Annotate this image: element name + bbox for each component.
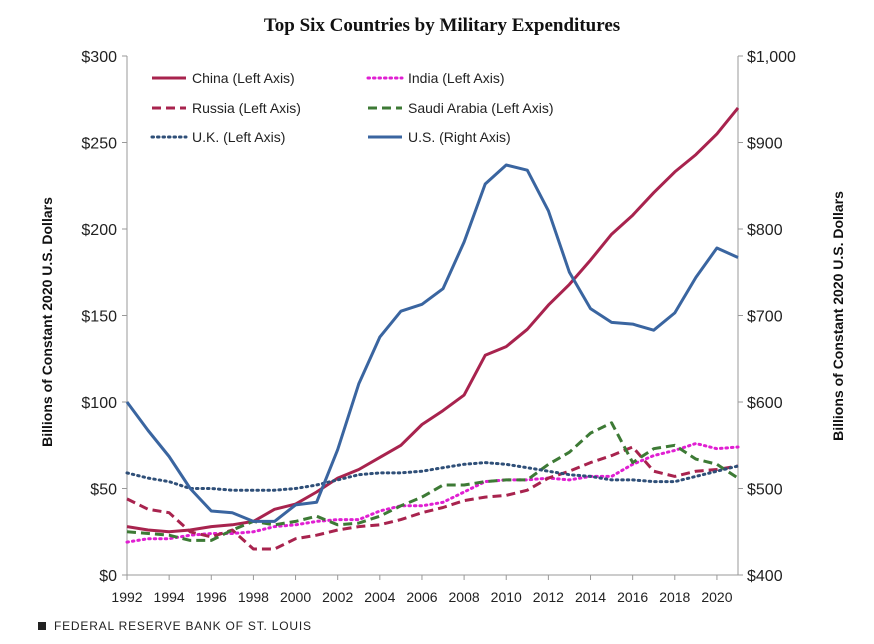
x-tick-label: 2004 [364, 589, 395, 605]
legend-label: Saudi Arabia (Left Axis) [408, 100, 554, 116]
x-tick-label: 2010 [491, 589, 522, 605]
y-tick-label-left: $150 [81, 309, 117, 326]
y-axis-label-left: Billions of Constant 2020 U.S. Dollars [39, 197, 55, 447]
footer-credit: FEDERAL RESERVE BANK OF ST. LOUIS [38, 619, 312, 633]
series-line [126, 445, 739, 551]
square-icon [38, 622, 46, 630]
chart-axes: $0 $50 $100 $150 $200 $250 $300 $400 $500 $600 $70… [81, 49, 796, 605]
x-tick-label: 2018 [659, 589, 690, 605]
series-group [125, 106, 740, 551]
legend-label: India (Left Axis) [408, 70, 505, 86]
x-tick-label: 2012 [533, 589, 564, 605]
series-line [125, 461, 740, 492]
x-tick-label: 2020 [701, 589, 732, 605]
y-tick-label-right: $500 [747, 482, 783, 499]
x-tick-label: 1994 [154, 589, 185, 605]
y-tick-label-right: $800 [747, 222, 783, 239]
legend-label: China (Left Axis) [192, 70, 295, 86]
x-tick-label: 2002 [322, 589, 353, 605]
series-line [125, 163, 739, 523]
y-tick-label-left: $0 [99, 568, 117, 585]
x-tick-label: 1992 [111, 589, 142, 605]
x-tick-label: 1996 [196, 589, 227, 605]
y-axis-label-right: Billions of Constant 2020 U.S. Dollars [830, 191, 846, 441]
x-tick-label: 1998 [238, 589, 269, 605]
x-tick-label: 2000 [280, 589, 311, 605]
series-line [125, 442, 740, 544]
x-tick-label: 2006 [406, 589, 437, 605]
y-tick-label-right: $900 [747, 136, 783, 153]
y-tick-label-left: $300 [81, 49, 117, 66]
y-tick-label-right: $1,000 [747, 49, 796, 66]
y-tick-label-right: $700 [747, 309, 783, 326]
chart-title: Top Six Countries by Military Expenditur… [264, 15, 620, 36]
y-tick-label-right: $600 [747, 395, 783, 412]
x-tick-label: 2014 [575, 589, 606, 605]
x-tick-label: 2008 [449, 589, 480, 605]
footer-text: FEDERAL RESERVE BANK OF ST. LOUIS [54, 619, 312, 633]
y-tick-label-left: $100 [81, 395, 117, 412]
series-line [126, 421, 739, 542]
y-tick-label-left: $250 [81, 136, 117, 153]
series-line [126, 106, 740, 534]
legend-label: U.K. (Left Axis) [192, 129, 285, 145]
y-tick-label-left: $50 [90, 482, 117, 499]
y-tick-label-left: $200 [81, 222, 117, 239]
legend-label: Russia (Left Axis) [192, 100, 301, 116]
y-tick-label-right: $400 [747, 568, 783, 585]
x-tick-label: 2016 [617, 589, 648, 605]
legend-label: U.S. (Right Axis) [408, 129, 511, 145]
chart-legend: China (Left Axis) India (Left Axis) Russia… [150, 70, 554, 145]
